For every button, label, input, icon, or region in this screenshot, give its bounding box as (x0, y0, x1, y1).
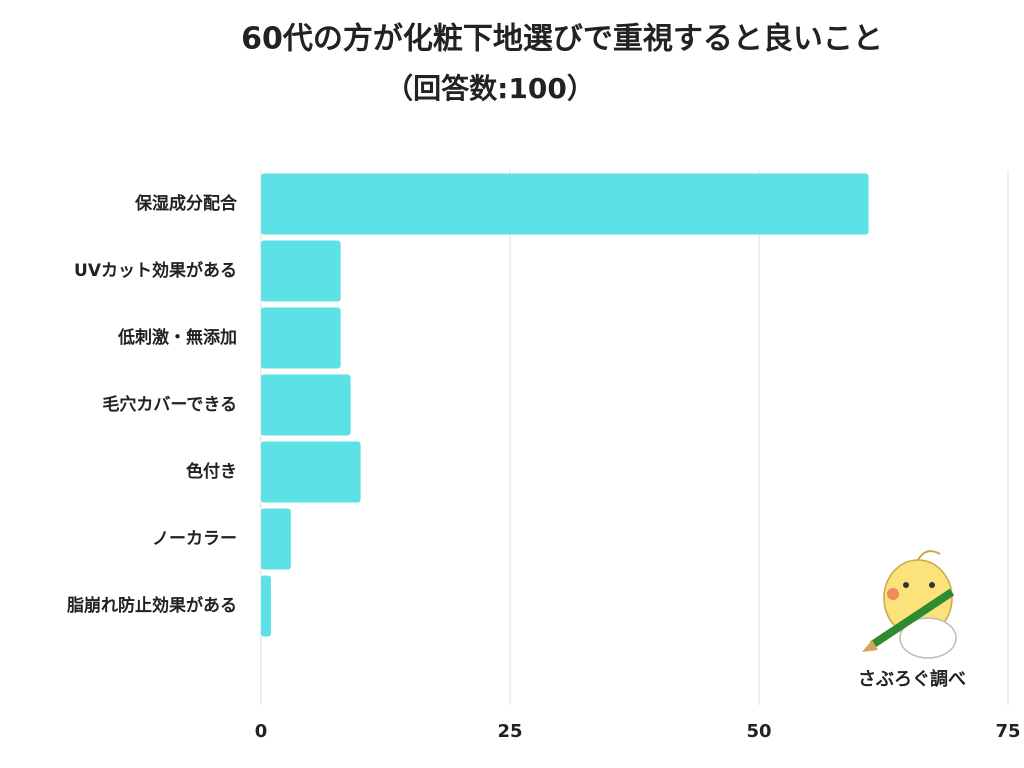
x-tick-label: 75 (995, 721, 1020, 742)
bar (261, 441, 361, 503)
y-tick-label: 低刺激・無添加 (117, 327, 237, 348)
y-tick-label: ノーカラー (152, 529, 237, 549)
y-tick-label: 脂崩れ防止効果がある (67, 595, 237, 616)
bar (261, 374, 351, 436)
x-tick-label: 0 (255, 721, 268, 742)
chart-subtitle: （回答数:100） (385, 72, 595, 105)
x-tick-label: 25 (497, 721, 522, 742)
watermark: さぶろぐ調べ (858, 668, 966, 690)
y-tick-label: UVカット効果がある (74, 260, 237, 281)
logo-bird (862, 550, 957, 659)
y-tick-label: 保湿成分配合 (134, 193, 238, 214)
bar (261, 173, 869, 235)
bar (261, 575, 271, 637)
bar (261, 240, 341, 302)
y-tick-label: 毛穴カバーできる (102, 394, 237, 415)
chart-title: 60代の方が化粧下地選びで重視すると良いこと (241, 22, 883, 57)
y-tick-label: 色付き (186, 461, 237, 482)
bar (261, 508, 291, 570)
bar (261, 307, 341, 369)
x-tick-label: 50 (746, 721, 771, 742)
